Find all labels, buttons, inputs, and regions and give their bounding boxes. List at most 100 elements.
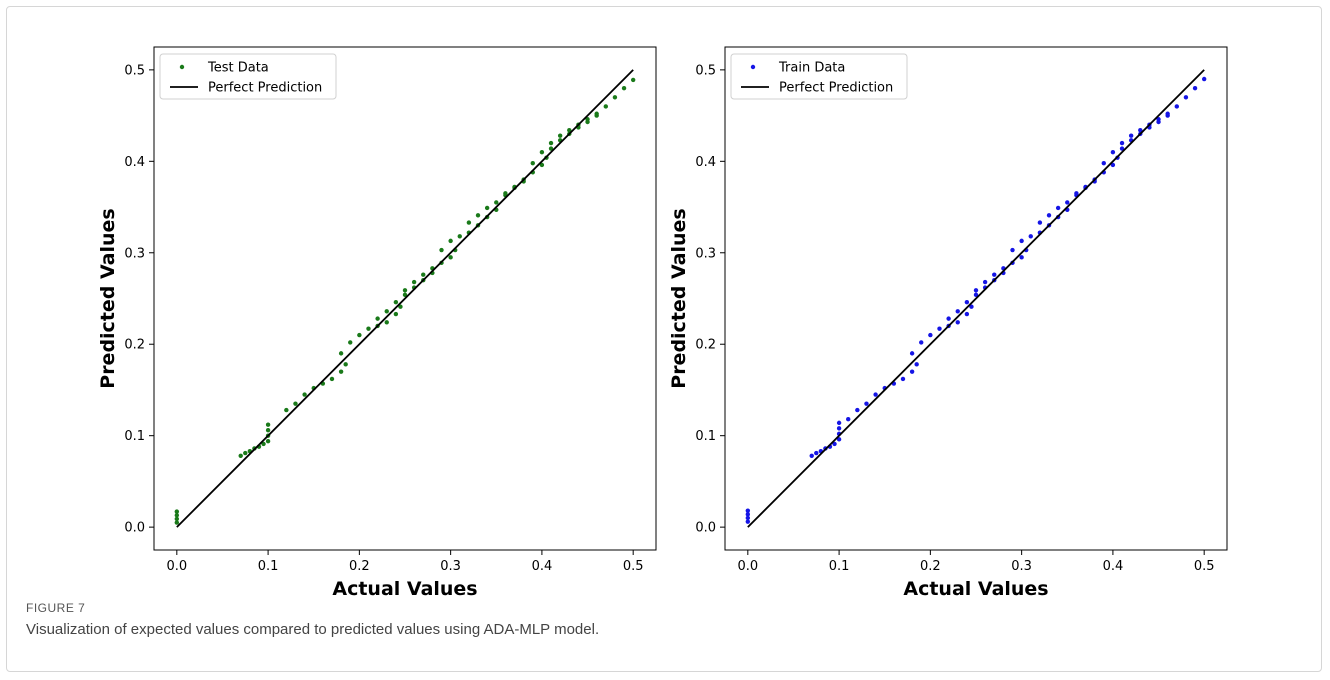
data-point [836,426,842,431]
data-point [366,326,371,331]
perfect-prediction-line [176,69,634,528]
plot-area [153,46,657,551]
data-point [439,247,444,253]
data-point [448,255,453,260]
y-tick-label: 0.0 [695,521,716,536]
plot-area [724,46,1228,551]
data-point [1183,95,1189,100]
legend-marker [750,64,756,70]
data-point [475,213,481,218]
data-point [265,422,271,427]
data-point [1165,113,1170,118]
scatter-series [174,77,636,525]
data-point [603,104,608,109]
legend: Train Data Perfect Prediction [730,53,908,100]
data-point [457,234,462,239]
x-tick-label: 0.4 [1103,559,1124,574]
data-point [265,438,271,444]
data-point [992,272,997,277]
y-tick-label: 0.5 [695,63,716,78]
legend-box [159,53,337,100]
data-point [174,513,180,518]
data-point [174,509,180,514]
data-point [1046,213,1052,218]
data-point [814,450,819,456]
y-tick-label: 0.5 [124,63,145,78]
data-point [969,304,974,309]
data-point [1019,255,1024,260]
data-point [1192,85,1198,91]
data-point [873,392,878,397]
data-point [1110,162,1116,168]
data-point [855,407,860,413]
data-point [946,316,951,321]
data-point [973,288,979,293]
data-point [585,119,590,125]
data-point [745,519,751,524]
y-axis-label: Predicted Values [97,208,119,388]
plot-series-group [174,69,636,528]
y-tick-label: 0.1 [695,429,716,444]
data-point [1156,119,1161,125]
data-point [393,299,399,305]
data-point [630,77,636,83]
data-point [375,316,380,321]
data-point [919,340,924,345]
legend-entry-label: Perfect Prediction [208,81,322,96]
data-point [973,292,979,298]
data-point [293,401,298,406]
data-point [1119,140,1125,146]
data-point [1019,238,1024,244]
data-point [343,362,348,367]
figure-frame [6,6,1322,672]
data-point [1028,234,1033,239]
legend-entry-label: Perfect Prediction [779,81,893,96]
y-tick-label: 0.4 [124,155,145,170]
data-point [1010,247,1015,253]
data-point [402,288,408,293]
y-tick-label: 0.4 [695,155,716,170]
legend: Test Data Perfect Prediction [159,53,337,100]
data-point [384,320,389,325]
data-point [864,401,869,406]
data-point [261,441,266,447]
data-point [567,128,572,133]
y-tick-label: 0.3 [695,246,716,261]
figure-canvas: 0.0 0.1 0.2 0.3 0.4 0.5 0.0 0.1 0.2 0.3 0.4 0.5 Actu… [97,46,1228,600]
legend-marker [179,64,185,70]
data-point [174,520,180,525]
data-point [302,392,307,397]
x-tick-label: 0.5 [1194,559,1215,574]
data-point [348,340,353,345]
x-tick-label: 0.3 [1011,559,1032,574]
data-point [937,326,942,331]
data-point [238,453,243,459]
x-tick-label: 0.2 [349,559,370,574]
data-point [329,376,335,382]
data-point [548,140,554,146]
perfect-prediction-line [747,69,1205,528]
data-point [1074,191,1079,196]
data-point [846,417,851,422]
data-point [745,508,751,513]
x-tick-label: 0.2 [920,559,941,574]
data-point [421,272,426,277]
data-point [809,453,814,459]
data-point [284,407,289,413]
data-point [836,420,842,426]
data-point [398,304,403,309]
data-point [914,362,919,367]
data-point [503,191,508,196]
data-point [964,311,970,317]
data-point [243,450,248,456]
data-point [745,512,751,517]
y-tick-label: 0.3 [124,246,145,261]
data-point [832,441,837,447]
data-point [982,279,988,285]
data-point [548,146,554,151]
x-tick-label: 0.0 [737,559,758,574]
data-point [1101,160,1106,166]
data-point [1174,104,1180,109]
data-point [1119,146,1125,151]
data-point [557,133,563,138]
